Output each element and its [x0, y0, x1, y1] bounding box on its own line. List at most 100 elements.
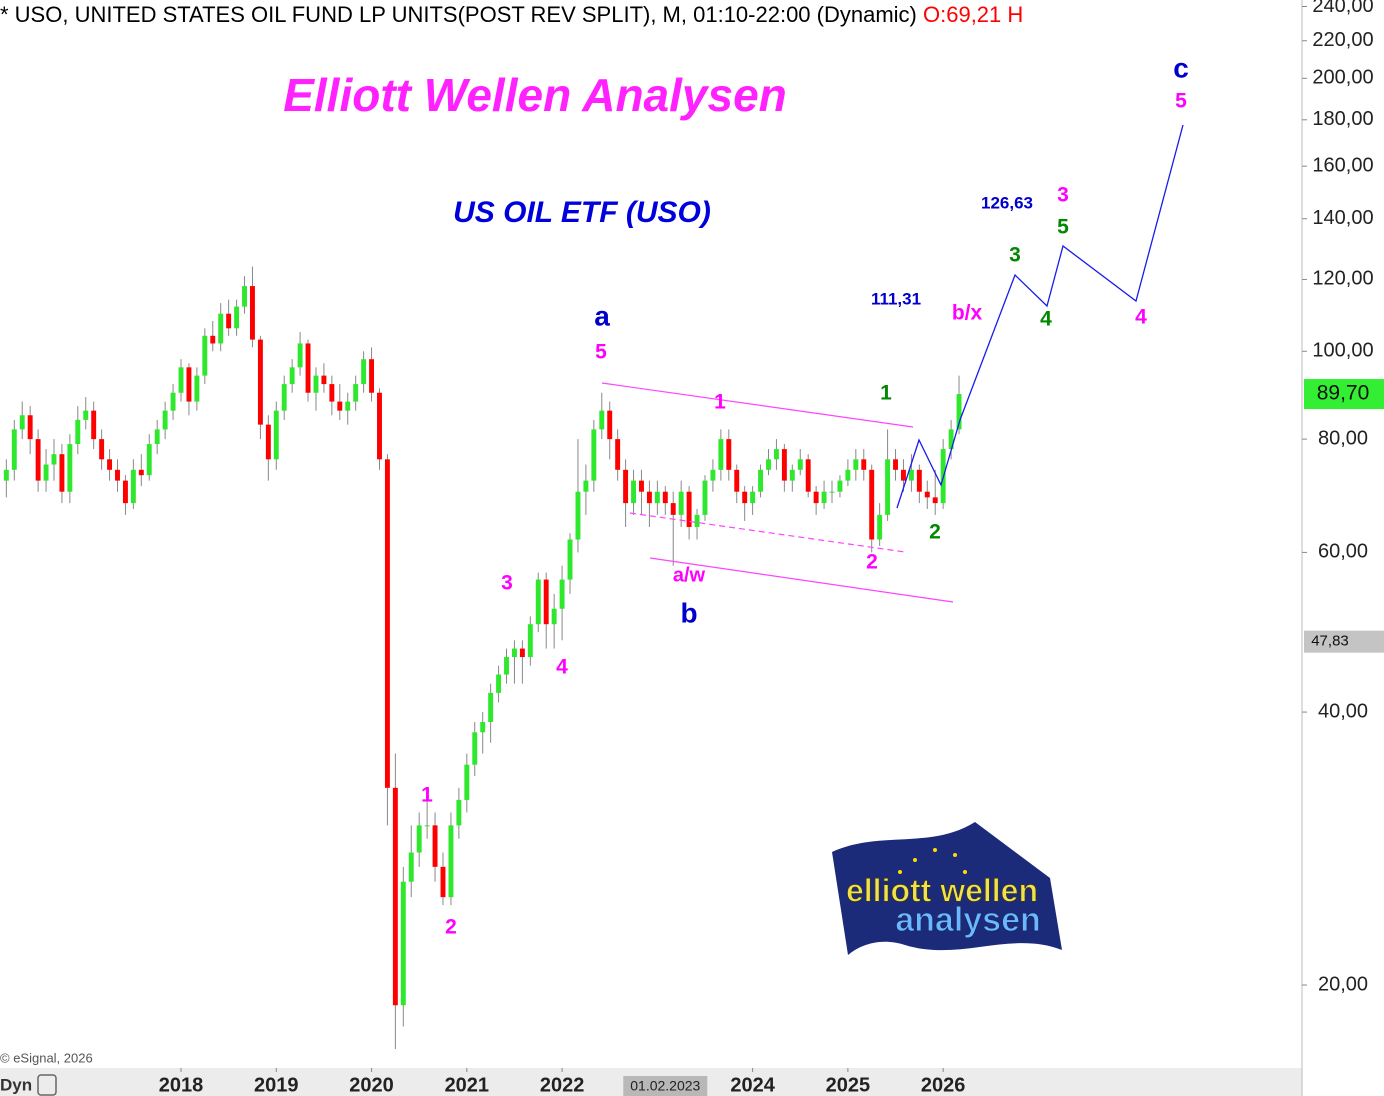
candle-body: [781, 449, 787, 481]
wave-label: 5: [1175, 90, 1187, 113]
candle-body: [138, 469, 144, 476]
candle-body: [115, 469, 120, 481]
y-tick-label: 200,00: [1312, 67, 1373, 89]
candle-body: [305, 343, 311, 393]
candle-body: [504, 657, 509, 675]
channel-upper: [601, 382, 914, 428]
candle-body: [329, 384, 335, 402]
wave-label: 5: [595, 341, 607, 364]
y-tick-label: 160,00: [1312, 154, 1373, 176]
y-tick-label: 60,00: [1318, 541, 1368, 563]
candle-body: [257, 339, 263, 425]
heading: Elliott Wellen Analysen: [283, 69, 787, 121]
wave-label: 126,63: [981, 193, 1033, 212]
candle-body: [948, 429, 954, 450]
candle-body: [646, 491, 652, 504]
candle-body: [186, 367, 192, 402]
candle-body: [710, 469, 716, 481]
wave-label: 4: [1040, 308, 1052, 331]
candle-body: [758, 469, 764, 492]
candle-body: [384, 459, 390, 788]
y-tick-label: 140,00: [1312, 207, 1373, 229]
candle-body: [464, 764, 470, 800]
candles: [3, 266, 962, 1050]
candle-body: [623, 469, 629, 504]
candle-body: [11, 429, 17, 470]
candle-body: [766, 459, 771, 470]
candle-body: [821, 491, 827, 504]
copyright: © eSignal, 2026: [0, 1050, 93, 1065]
candle-body: [19, 415, 25, 430]
candle-body: [480, 722, 486, 733]
subtitle: US OIL ETF (USO): [453, 196, 711, 229]
candle-body: [599, 410, 605, 430]
candle-body: [567, 539, 573, 580]
candle-body: [154, 429, 160, 445]
candle-body: [122, 480, 128, 504]
wave-label: 3: [1057, 184, 1069, 207]
price-label: 47,83: [1311, 633, 1349, 650]
candle-body: [924, 491, 930, 498]
y-tick-label: 220,00: [1312, 29, 1373, 51]
candle-body: [218, 313, 224, 344]
y-tick-label: 20,00: [1318, 973, 1368, 995]
candle-body: [869, 469, 875, 540]
candle-body: [908, 469, 914, 481]
candle-body: [718, 439, 724, 470]
candle-body: [845, 469, 851, 481]
candle-body: [273, 410, 279, 460]
lock-icon[interactable]: [37, 1074, 57, 1096]
channel-lower: [649, 557, 954, 603]
candle-body: [91, 410, 97, 440]
wave-label: b/x: [952, 302, 983, 325]
chart-title: * USO, UNITED STATES OIL FUND LP UNITS(P…: [0, 2, 1023, 27]
candle-body: [234, 306, 240, 329]
logo: elliott wellen analysen: [832, 822, 1062, 955]
candle-body: [424, 825, 430, 827]
candle-body: [797, 459, 803, 470]
candle-body: [242, 286, 247, 307]
candle-body: [337, 401, 343, 411]
candle-body: [885, 459, 891, 515]
candle-body: [400, 881, 406, 1006]
candle-body: [265, 424, 271, 460]
candle-body: [416, 825, 422, 853]
candle-body: [543, 579, 549, 625]
wave-label: 3: [1009, 244, 1021, 267]
candle-body: [472, 732, 478, 765]
candle-body: [694, 514, 700, 527]
wave-label: 2: [866, 551, 878, 574]
candle-body: [361, 359, 367, 385]
candle-body: [654, 491, 660, 504]
candle-body: [607, 410, 613, 440]
candle-body: [99, 439, 105, 460]
candle-body: [702, 480, 708, 515]
candle-body: [900, 469, 906, 481]
candle-body: [289, 367, 295, 385]
wave-label: 3: [501, 572, 513, 595]
mode-label: Dyn: [0, 1075, 32, 1094]
x-tick-label: 2025: [826, 1074, 871, 1096]
y-tick-label: 180,00: [1312, 108, 1373, 130]
logo-text-2: analysen: [895, 901, 1041, 939]
candle-body: [448, 825, 454, 898]
candle-body: [369, 359, 375, 393]
candle-body: [392, 787, 398, 1006]
candle-body: [575, 491, 581, 540]
candle-body: [932, 497, 938, 504]
candle-body: [678, 491, 684, 515]
candle-body: [535, 579, 541, 625]
candle-body: [226, 313, 232, 329]
candle-body: [488, 692, 494, 723]
x-cursor-box: [623, 1076, 708, 1096]
candle-body: [829, 491, 835, 493]
x-tick-label: 2018: [159, 1074, 204, 1096]
candle-body: [551, 608, 557, 625]
candle-body: [686, 491, 692, 527]
candle-body: [631, 480, 636, 504]
candle-body: [456, 799, 462, 826]
y-tick-label: 120,00: [1312, 268, 1373, 290]
candle-body: [35, 439, 41, 481]
candle-body: [210, 335, 216, 344]
candle-body: [742, 491, 748, 504]
